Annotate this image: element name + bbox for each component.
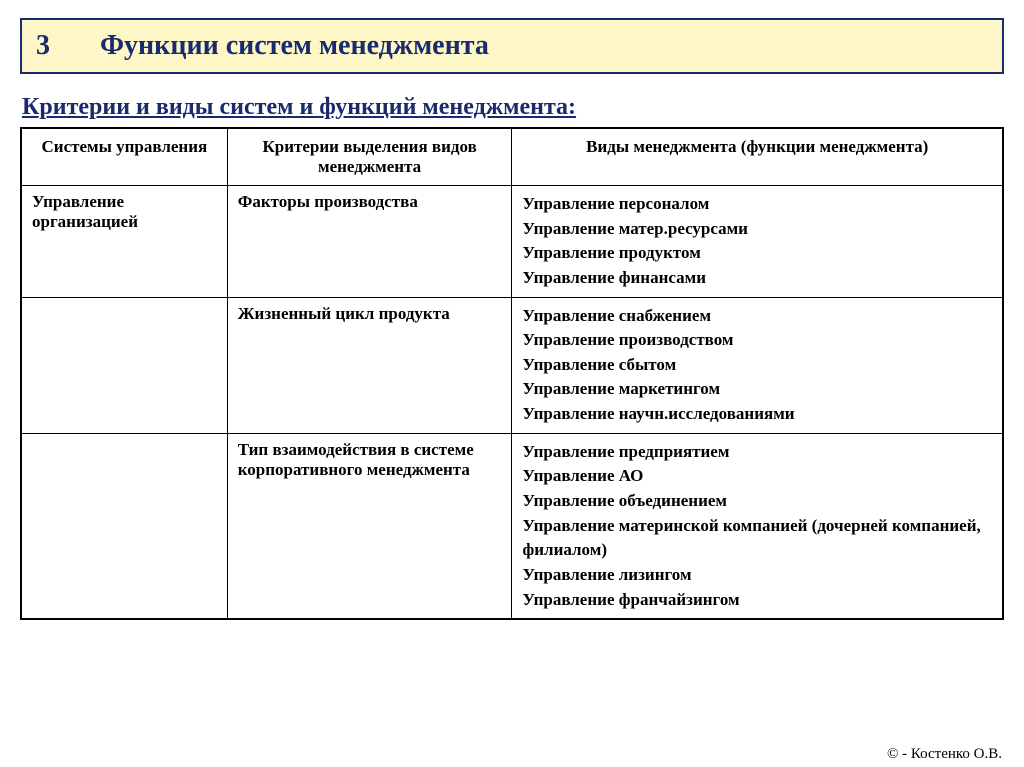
table-body: Управление организациейФакторы производс… xyxy=(21,186,1003,620)
cell-types: Управление предприятиемУправление АОУпра… xyxy=(512,433,1003,619)
type-item: Управление объединением xyxy=(522,489,992,514)
type-item: Управление матер.ресурсами xyxy=(522,217,992,242)
type-item: Управление сбытом xyxy=(522,353,992,378)
cell-criteria: Жизненный цикл продукта xyxy=(227,297,512,433)
header-types: Виды менеджмента (функции менеджмента) xyxy=(512,128,1003,186)
table-row: Тип взаимодействия в системе корпоративн… xyxy=(21,433,1003,619)
type-item: Управление маркетингом xyxy=(522,377,992,402)
type-item: Управление лизингом xyxy=(522,563,992,588)
table-row: Управление организациейФакторы производс… xyxy=(21,186,1003,298)
cell-system xyxy=(21,297,227,433)
type-item: Управление франчайзингом xyxy=(522,588,992,613)
type-item: Управление научн.исследованиями xyxy=(522,402,992,427)
type-item: Управление снабжением xyxy=(522,304,992,329)
copyright-footer: © - Костенко О.В. xyxy=(887,746,1002,763)
subtitle: Критерии и виды систем и функций менеджм… xyxy=(20,94,1004,121)
type-item: Управление продуктом xyxy=(522,241,992,266)
cell-criteria: Тип взаимодействия в системе корпоративн… xyxy=(227,433,512,619)
table-header-row: Системы управления Критерии выделения ви… xyxy=(21,128,1003,186)
type-item: Управление АО xyxy=(522,464,992,489)
title-banner: 3 Функции систем менеджмента xyxy=(20,18,1004,74)
cell-system: Управление организацией xyxy=(21,186,227,298)
header-criteria: Критерии выделения видов менеджмента xyxy=(227,128,512,186)
slide-title: Функции систем менеджмента xyxy=(100,30,489,62)
cell-system xyxy=(21,433,227,619)
table-row: Жизненный цикл продуктаУправление снабже… xyxy=(21,297,1003,433)
type-item: Управление материнской компанией (дочерн… xyxy=(522,514,992,563)
type-item: Управление финансами xyxy=(522,266,992,291)
cell-types: Управление персоналомУправление матер.ре… xyxy=(512,186,1003,298)
cell-types: Управление снабжениемУправление производ… xyxy=(512,297,1003,433)
type-item: Управление предприятием xyxy=(522,440,992,465)
type-item: Управление персоналом xyxy=(522,192,992,217)
criteria-table: Системы управления Критерии выделения ви… xyxy=(20,127,1004,620)
cell-criteria: Факторы производства xyxy=(227,186,512,298)
header-systems: Системы управления xyxy=(21,128,227,186)
type-item: Управление производством xyxy=(522,328,992,353)
slide-number: 3 xyxy=(36,30,50,62)
